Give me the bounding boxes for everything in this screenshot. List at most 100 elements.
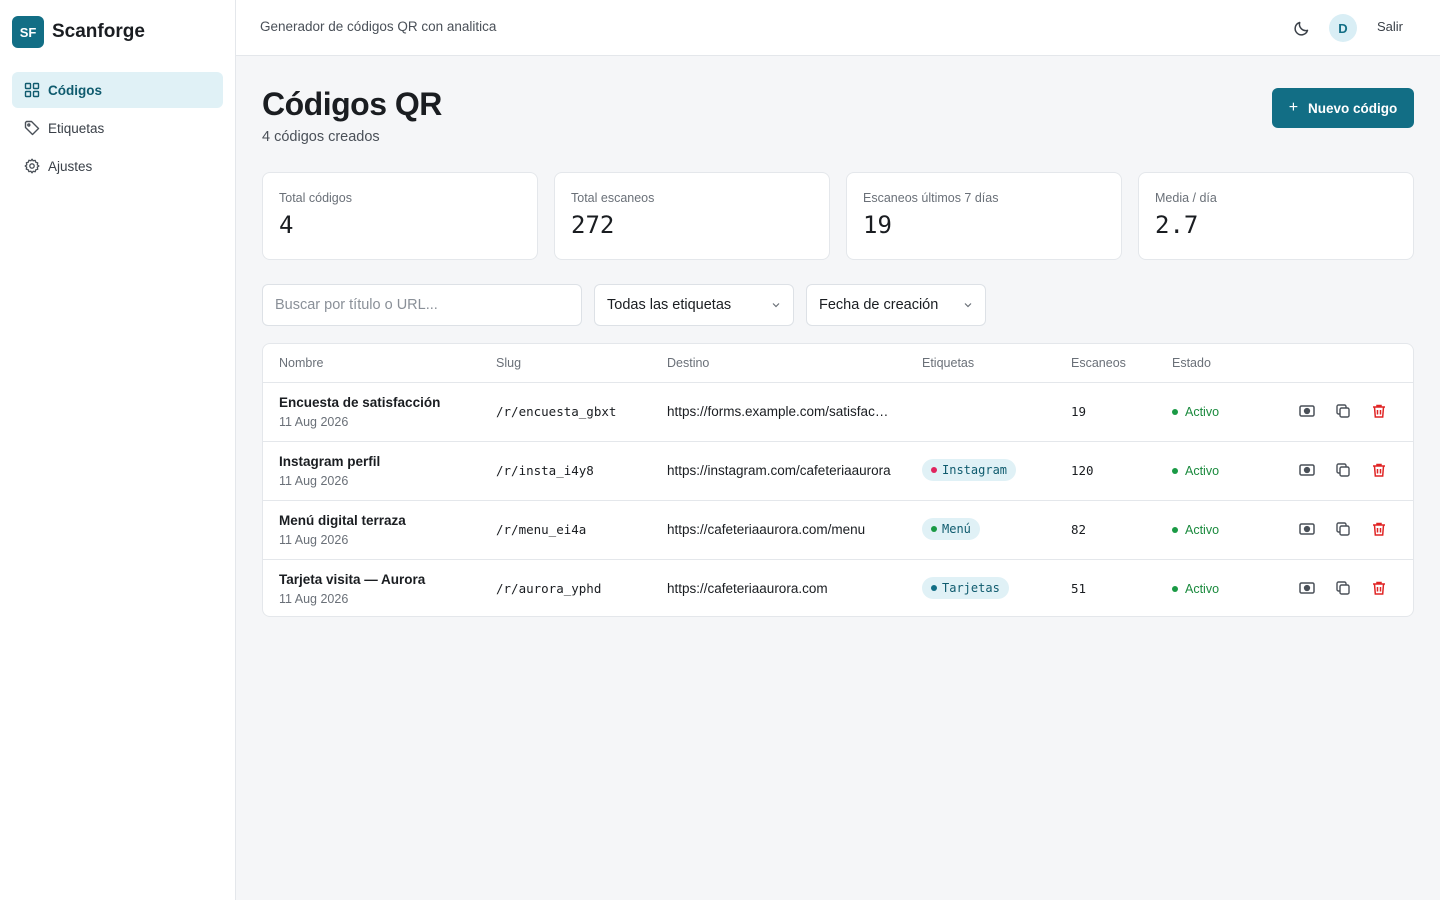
status-badge: Activo [1172, 464, 1219, 478]
stat-label: Total escaneos [571, 191, 655, 205]
column-header-scans[interactable]: Escaneos [1071, 356, 1126, 370]
sidebar: SF Scanforge Códigos Etiquetas Ajustes [0, 0, 236, 900]
sort-value: Fecha de creación [819, 297, 939, 313]
chevron-down-icon [772, 303, 780, 308]
tag-label: Menú [942, 522, 971, 536]
code-date: 11 Aug 2026 [279, 533, 349, 547]
preview-qr-button[interactable] [1298, 520, 1316, 538]
stat-label: Media / día [1155, 191, 1217, 205]
sidebar-item-codigos[interactable]: Códigos [12, 72, 223, 108]
preview-qr-button[interactable] [1298, 461, 1316, 479]
tags-filter-select[interactable]: Todas las etiquetas [594, 284, 794, 326]
tag-label: Instagram [942, 463, 1008, 477]
status-label: Activo [1185, 464, 1220, 478]
preview-qr-button[interactable] [1298, 579, 1316, 597]
copy-link-button[interactable] [1334, 579, 1352, 597]
top-header: Generador de códigos QR con analitica D … [236, 0, 1440, 56]
column-header-status[interactable]: Estado [1172, 356, 1211, 370]
tags-filter-value: Todas las etiquetas [607, 297, 732, 313]
trash-icon [1373, 522, 1385, 536]
status-dot [1172, 527, 1178, 533]
column-header-slug[interactable]: Slug [496, 356, 522, 370]
table-row[interactable]: Instagram perfil 11 Aug 2026 /r/insta_i4… [263, 442, 1413, 501]
copy-icon [1336, 581, 1350, 595]
trash-icon [1373, 463, 1385, 477]
stat-label: Escaneos últimos 7 días [863, 191, 999, 205]
status-badge: Activo [1172, 582, 1219, 596]
delete-button[interactable] [1370, 520, 1388, 538]
tag-badge[interactable]: Menú [922, 518, 980, 540]
code-scans: 51 [1071, 581, 1087, 596]
code-destination[interactable]: https://instagram.com/cafeteriaaurora [667, 463, 891, 478]
page-title: Códigos QR [262, 86, 442, 122]
gear-icon [24, 158, 40, 174]
sidebar-item-label: Etiquetas [48, 120, 105, 136]
new-code-button[interactable]: + Nuevo código [1272, 88, 1414, 128]
code-scans: 19 [1071, 404, 1087, 419]
copy-link-button[interactable] [1334, 402, 1352, 420]
header-subtitle: Generador de códigos QR con analitica [260, 19, 497, 34]
code-slug: /r/aurora_yphd [496, 581, 602, 596]
preview-qr-button[interactable] [1298, 402, 1316, 420]
code-destination[interactable]: https://cafeteriaaurora.com/menu [667, 522, 866, 537]
chevron-down-icon [964, 303, 972, 308]
copy-icon [1336, 522, 1350, 536]
sort-select[interactable]: Fecha de creación [806, 284, 986, 326]
column-header-name[interactable]: Nombre [279, 356, 324, 370]
table-header: Nombre Slug Destino Etiquetas Escaneos E… [263, 344, 1413, 383]
sidebar-item-ajustes[interactable]: Ajustes [12, 148, 223, 184]
stat-card-total-codes: Total códigos 4 [262, 172, 538, 260]
tag-dot [931, 585, 937, 591]
avatar[interactable]: D [1329, 14, 1357, 42]
brand[interactable]: SF Scanforge [12, 16, 145, 48]
code-name[interactable]: Instagram perfil [279, 454, 381, 469]
status-badge: Activo [1172, 523, 1219, 537]
stat-label: Total códigos [279, 191, 352, 205]
trash-icon [1373, 404, 1385, 418]
sidebar-nav: Códigos Etiquetas Ajustes [12, 72, 223, 186]
tag-dot [931, 526, 937, 532]
theme-toggle-button[interactable] [1292, 18, 1312, 38]
qr-preview-icon [1299, 582, 1315, 594]
status-dot [1172, 468, 1178, 474]
copy-link-button[interactable] [1334, 520, 1352, 538]
table-row[interactable]: Tarjeta visita — Aurora 11 Aug 2026 /r/a… [263, 560, 1413, 616]
code-date: 11 Aug 2026 [279, 415, 349, 429]
code-slug: /r/encuesta_gbxt [496, 404, 617, 419]
copy-link-button[interactable] [1334, 461, 1352, 479]
tag-badge[interactable]: Tarjetas [922, 577, 1009, 599]
search-input[interactable] [262, 284, 582, 326]
copy-icon [1336, 404, 1350, 418]
code-slug: /r/insta_i4y8 [496, 463, 594, 478]
stat-value: 272 [571, 211, 615, 239]
status-label: Activo [1185, 523, 1220, 537]
logout-button[interactable]: Salir [1377, 19, 1404, 34]
delete-button[interactable] [1370, 402, 1388, 420]
tag-dot [931, 467, 937, 473]
qr-preview-icon [1299, 523, 1315, 535]
stat-card-total-scans: Total escaneos 272 [554, 172, 830, 260]
delete-button[interactable] [1370, 461, 1388, 479]
column-header-destination[interactable]: Destino [667, 356, 710, 370]
qr-preview-icon [1299, 464, 1315, 476]
code-name[interactable]: Tarjeta visita — Aurora [279, 572, 426, 587]
tag-label: Tarjetas [942, 581, 1000, 595]
code-scans: 82 [1071, 522, 1087, 537]
status-label: Activo [1185, 582, 1220, 596]
status-badge: Activo [1172, 405, 1219, 419]
delete-button[interactable] [1370, 579, 1388, 597]
sidebar-item-etiquetas[interactable]: Etiquetas [12, 110, 223, 146]
table-row[interactable]: Menú digital terraza 11 Aug 2026 /r/menu… [263, 501, 1413, 560]
column-header-tags[interactable]: Etiquetas [922, 356, 975, 370]
tag-badge[interactable]: Instagram [922, 459, 1017, 481]
code-name[interactable]: Encuesta de satisfacción [279, 395, 441, 410]
table-row[interactable]: Encuesta de satisfacción 11 Aug 2026 /r/… [263, 383, 1413, 442]
plus-icon: + [1288, 99, 1299, 116]
code-name[interactable]: Menú digital terraza [279, 513, 406, 528]
brand-logo: SF [12, 16, 44, 48]
code-destination[interactable]: https://cafeteriaaurora.com [667, 581, 828, 596]
stat-value: 19 [863, 211, 892, 239]
page-subtitle: 4 códigos creados [262, 129, 380, 145]
code-destination[interactable]: https://forms.example.com/satisfaccion [667, 404, 893, 419]
sidebar-item-label: Códigos [48, 82, 102, 98]
